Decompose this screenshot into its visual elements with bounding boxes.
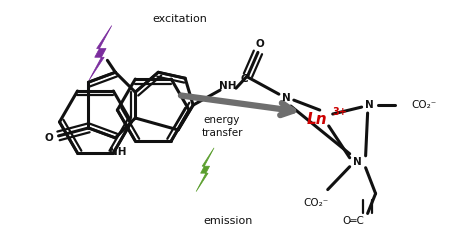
Text: CO₂⁻: CO₂⁻ bbox=[303, 199, 328, 209]
Text: 3+: 3+ bbox=[333, 107, 347, 117]
Text: O═C: O═C bbox=[343, 216, 365, 226]
Text: excitation: excitation bbox=[152, 14, 207, 24]
Text: transfer: transfer bbox=[201, 128, 243, 138]
Text: CO₂⁻: CO₂⁻ bbox=[412, 100, 437, 110]
Text: energy: energy bbox=[204, 115, 240, 125]
Text: NH: NH bbox=[219, 81, 237, 91]
Text: O: O bbox=[255, 39, 264, 50]
Text: NH: NH bbox=[109, 147, 126, 157]
Text: N: N bbox=[283, 93, 291, 103]
Text: C: C bbox=[240, 74, 248, 84]
Polygon shape bbox=[89, 26, 112, 80]
Text: Ln: Ln bbox=[307, 113, 328, 128]
Text: N: N bbox=[365, 100, 374, 110]
Text: O: O bbox=[44, 133, 53, 143]
Polygon shape bbox=[196, 148, 214, 191]
Text: N: N bbox=[353, 157, 362, 167]
Text: emission: emission bbox=[203, 216, 253, 226]
